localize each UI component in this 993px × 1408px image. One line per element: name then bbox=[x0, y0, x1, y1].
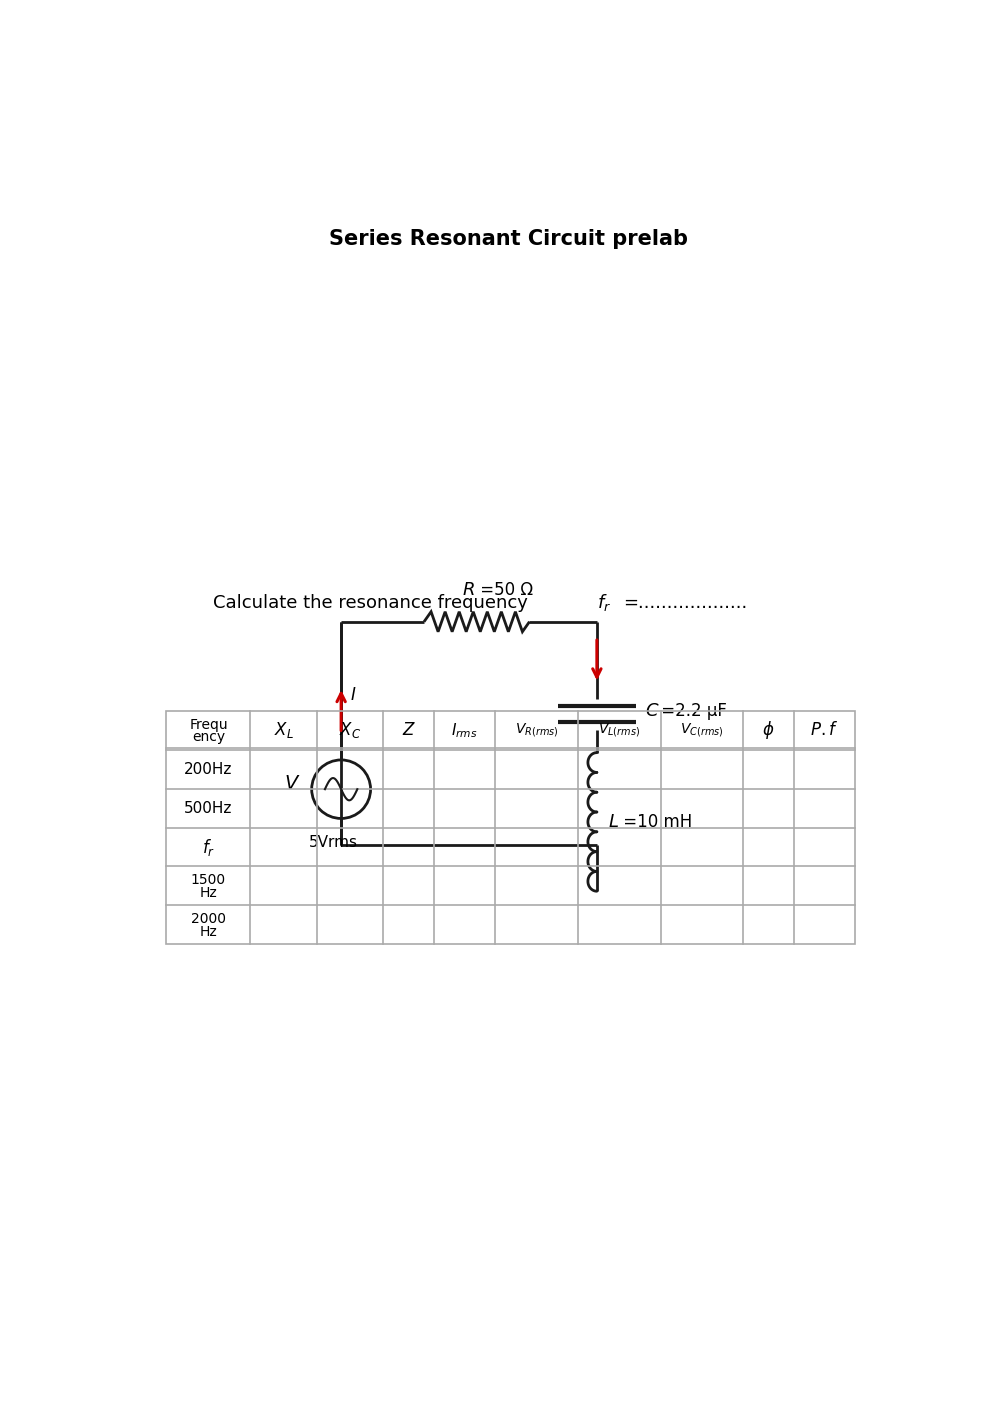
Text: $f_r$: $f_r$ bbox=[202, 836, 215, 857]
Text: Frequ: Frequ bbox=[189, 718, 227, 732]
Text: $V$: $V$ bbox=[284, 773, 300, 793]
Text: $X_L$: $X_L$ bbox=[274, 721, 294, 741]
Text: 5Vrms: 5Vrms bbox=[309, 835, 357, 850]
Text: $V_{L(rms)}$: $V_{L(rms)}$ bbox=[598, 721, 640, 739]
Text: $P.f$: $P.f$ bbox=[810, 721, 839, 739]
Text: Calculate the resonance frequency: Calculate the resonance frequency bbox=[213, 594, 533, 611]
Text: =2.2 μF: =2.2 μF bbox=[655, 703, 727, 719]
Text: $Z$: $Z$ bbox=[401, 721, 416, 739]
Text: Series Resonant Circuit prelab: Series Resonant Circuit prelab bbox=[330, 230, 688, 249]
Text: ency: ency bbox=[192, 731, 225, 745]
Text: $\phi$: $\phi$ bbox=[763, 719, 775, 742]
Text: =10 mH: =10 mH bbox=[618, 812, 692, 831]
Text: $V_{R(rms)}$: $V_{R(rms)}$ bbox=[515, 721, 558, 739]
Text: $C$: $C$ bbox=[644, 703, 659, 719]
Text: 500Hz: 500Hz bbox=[185, 801, 232, 815]
Text: 200Hz: 200Hz bbox=[185, 762, 232, 777]
Bar bbox=[167, 711, 855, 945]
Text: $R$: $R$ bbox=[463, 580, 476, 598]
Text: $I$: $I$ bbox=[351, 686, 356, 704]
Text: 2000: 2000 bbox=[191, 912, 226, 926]
Text: Hz: Hz bbox=[200, 886, 217, 900]
Text: =50 Ω: =50 Ω bbox=[476, 580, 533, 598]
Text: Hz: Hz bbox=[200, 925, 217, 939]
Text: $X_C$: $X_C$ bbox=[339, 721, 361, 741]
Text: 1500: 1500 bbox=[191, 873, 226, 887]
Text: $f_r$: $f_r$ bbox=[598, 593, 612, 612]
Text: =...................: =................... bbox=[623, 594, 747, 611]
Text: $V_{C(rms)}$: $V_{C(rms)}$ bbox=[680, 721, 724, 739]
Text: $L$: $L$ bbox=[608, 812, 619, 831]
Text: $I_{rms}$: $I_{rms}$ bbox=[452, 721, 478, 739]
